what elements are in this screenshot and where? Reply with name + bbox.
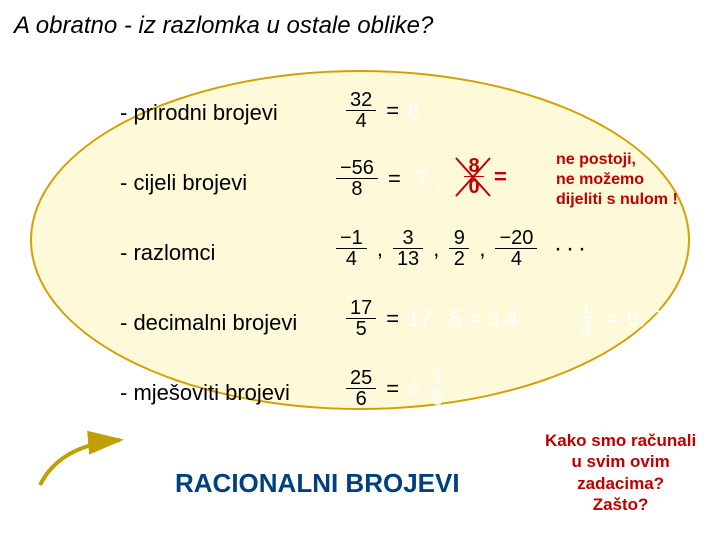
frac-25-6: 256: [346, 368, 376, 409]
note-ne-postoji: ne postoji, ne možemo dijeliti s nulom !: [556, 150, 678, 210]
heading-racionalni: RACIONALNI BROJEVI: [175, 468, 460, 499]
row-decimalni: - decimalni brojevi: [120, 310, 297, 336]
frac-1-3: 13: [576, 298, 596, 339]
row-mjesoviti: - mješoviti brojevi: [120, 380, 290, 406]
expr-razlomci: −14 , 313 , 92 , −204 ···: [330, 228, 590, 269]
equals-sign: =: [386, 306, 399, 332]
equals-sign: =: [386, 98, 399, 124]
equals-sign: =: [386, 376, 399, 402]
question-block: Kako smo računali u svim ovim zadacima? …: [545, 430, 696, 515]
expr-mjesoviti: 256 = 4 16: [340, 368, 453, 409]
expr-cijeli: −56 8 = -7 ,: [330, 158, 446, 199]
row-razlomci: - razlomci: [120, 240, 215, 266]
equals-sign: =: [388, 166, 401, 192]
frac-3-13: 313: [393, 228, 423, 269]
frac-17-5: 175: [346, 298, 376, 339]
label-mjesoviti: - mješoviti brojevi: [120, 380, 290, 406]
label-prirodni: - prirodni brojevi: [120, 100, 278, 126]
ellipsis-icon: ···: [543, 235, 590, 263]
result-minus7: -7: [409, 166, 429, 192]
expr-prirodni: 32 4 = 8: [340, 90, 423, 131]
row-prirodni: - prirodni brojevi: [120, 100, 278, 126]
row-cijeli: - cijeli brojevi: [120, 170, 247, 196]
frac-32-4: 32 4: [346, 90, 376, 131]
calc-17-5: 17 : 5 = 3.4: [407, 306, 518, 332]
frac-1-6: 16: [427, 368, 447, 409]
mixed-whole: 4: [407, 376, 419, 402]
strike-x-icon: [452, 152, 498, 202]
expr-decimalni: 175 = 17 : 5 = 3.4 ,: [340, 298, 536, 339]
result-8: 8: [407, 98, 419, 124]
page-title: A obratno - iz razlomka u ostale oblike?: [14, 12, 433, 40]
result-0-3: 0. 3: [627, 306, 664, 332]
frac-m1-4: −14: [336, 228, 367, 269]
arrow-icon: [30, 430, 130, 500]
equals-sign: =: [606, 306, 619, 332]
frac-56-8: −56 8: [336, 158, 378, 199]
frac-9-2: 92: [449, 228, 469, 269]
frac-m20-4: −204: [495, 228, 537, 269]
label-cijeli: - cijeli brojevi: [120, 170, 247, 196]
label-razlomci: - razlomci: [120, 240, 215, 266]
label-decimalni: - decimalni brojevi: [120, 310, 297, 336]
expr-decimalni-2: 13 = 0. 3: [570, 298, 668, 339]
